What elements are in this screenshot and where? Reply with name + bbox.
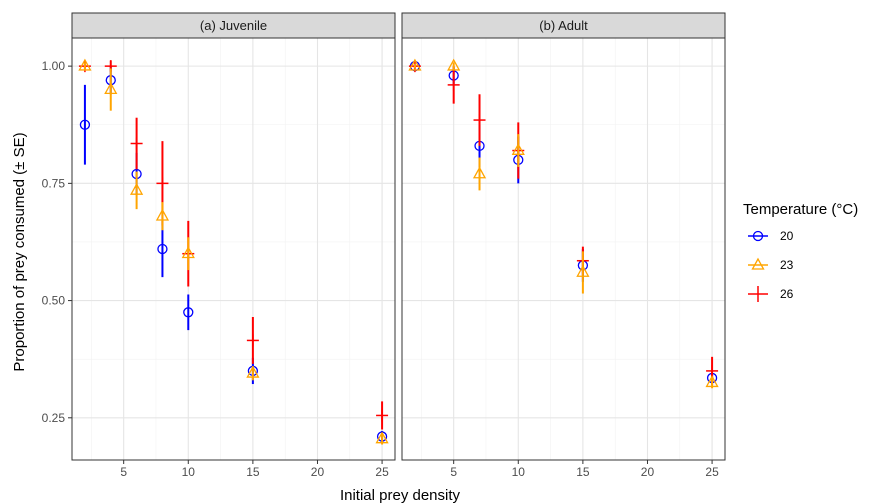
data-point (181, 246, 195, 259)
panel-border (71, 37, 396, 461)
legend-entry-20: 20 (748, 229, 794, 243)
x-tick-label: 15 (246, 465, 260, 479)
x-tick-label: 10 (512, 465, 526, 479)
y-tick-label: 0.75 (42, 176, 66, 190)
legend-key-symbol (752, 230, 764, 242)
panel-strip (71, 12, 396, 39)
data-point (375, 431, 389, 444)
data-point (576, 264, 590, 277)
panel-juvenile: (a) Juvenile 5 10 15 20 25 (71, 12, 396, 479)
data-point (130, 182, 144, 195)
data-point (408, 58, 422, 71)
data-point (183, 307, 194, 318)
legend-entry-26: 26 (748, 286, 794, 302)
legend-label: 20 (780, 229, 794, 243)
x-tick-label: 5 (120, 465, 127, 479)
y-tick-label: 0.25 (42, 411, 66, 425)
legend-title: Temperature (°C) (743, 201, 858, 218)
data-point (447, 58, 461, 71)
data-point (104, 82, 118, 95)
panel-title: (a) Juvenile (200, 18, 267, 33)
series-23 (408, 58, 719, 389)
panels-layer: (a) Juvenile 5 10 15 20 25 (b) Adult 5 10 15 20 25 (71, 12, 726, 479)
x-tick-label: 5 (450, 465, 457, 479)
data-point (155, 208, 170, 221)
plot-background (402, 38, 725, 460)
data-point (79, 119, 91, 130)
panel-title: (b) Adult (539, 18, 588, 33)
x-tick-label: 20 (311, 465, 325, 479)
y-axis-title: Proportion of prey consumed (± SE) (11, 132, 28, 371)
series-23 (78, 58, 389, 445)
plot-background (72, 38, 395, 460)
y-axis: 0.25 0.50 0.75 1.00 (42, 59, 72, 425)
panel-strip (401, 12, 726, 39)
legend-key-symbol (751, 257, 765, 270)
x-tick-label: 10 (182, 465, 196, 479)
y-tick-label: 1.00 (42, 59, 66, 73)
y-tick-label: 0.50 (42, 294, 66, 308)
x-tick-label: 25 (705, 465, 719, 479)
data-point (78, 58, 92, 71)
x-axis-title: Initial prey density (340, 487, 461, 504)
panel-adult: (b) Adult 5 10 15 20 25 (401, 12, 726, 479)
data-point (472, 166, 487, 179)
x-tick-label: 25 (375, 465, 389, 479)
panel-border (401, 37, 726, 461)
x-tick-label: 15 (576, 465, 590, 479)
data-point (246, 365, 260, 378)
legend-label: 26 (780, 287, 794, 301)
data-point (511, 142, 525, 155)
data-point (157, 243, 168, 255)
legend-label: 23 (780, 258, 794, 272)
legend-entry-23: 23 (748, 257, 794, 272)
legend: Temperature (°C) 20 23 26 (743, 201, 858, 302)
data-point (705, 375, 719, 388)
x-tick-label: 20 (641, 465, 655, 479)
